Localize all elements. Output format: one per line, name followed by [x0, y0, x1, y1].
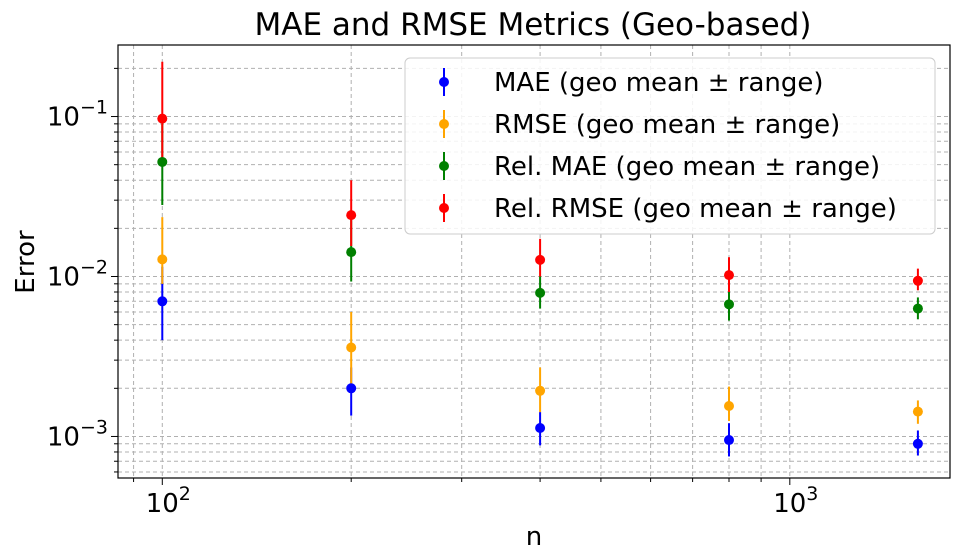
data-point [157, 156, 168, 167]
data-point [723, 270, 734, 281]
legend-box [404, 57, 936, 235]
data-point [723, 435, 734, 446]
data-point [723, 401, 734, 412]
chart-title: MAE and RMSE Metrics (Geo-based) [255, 7, 812, 43]
data-point [912, 303, 923, 314]
x-tick-label: 102 [146, 483, 191, 519]
data-point [912, 275, 923, 286]
y-tick-label: 10−3 [47, 416, 108, 452]
data-point [535, 422, 546, 433]
legend: MAE (geo mean ± range) RMSE (geo mean ± r… [404, 57, 936, 235]
ticks: 102 103 10−3 10−2 10−1 [47, 67, 818, 519]
data-point [723, 299, 734, 310]
y-tick-label: 10−1 [47, 97, 108, 133]
data-point [535, 287, 546, 298]
axes-frame [117, 44, 951, 479]
plot-area [157, 61, 923, 457]
data-point [912, 438, 923, 449]
legend-label: MAE (geo mean ± range) [494, 68, 824, 98]
x-axis-label: n [526, 522, 542, 552]
data-point [157, 254, 168, 265]
legend-marker [439, 119, 449, 129]
data-point [157, 296, 168, 307]
legend-label: Rel. MAE (geo mean ± range) [494, 152, 880, 182]
data-point [535, 385, 546, 396]
legend-marker [439, 203, 449, 213]
x-tick-label: 103 [773, 483, 818, 519]
data-point [912, 406, 923, 417]
data-point [346, 210, 357, 221]
data-point [535, 254, 546, 265]
legend-label: Rel. RMSE (geo mean ± range) [494, 194, 897, 224]
data-point [346, 383, 357, 394]
legend-label: RMSE (geo mean ± range) [494, 110, 840, 140]
y-tick-label: 10−2 [47, 256, 108, 292]
legend-marker [439, 161, 449, 171]
data-point [157, 113, 168, 124]
data-point [346, 247, 357, 258]
y-axis-label: Error [11, 230, 41, 294]
data-point [346, 342, 357, 353]
legend-marker [439, 77, 449, 87]
